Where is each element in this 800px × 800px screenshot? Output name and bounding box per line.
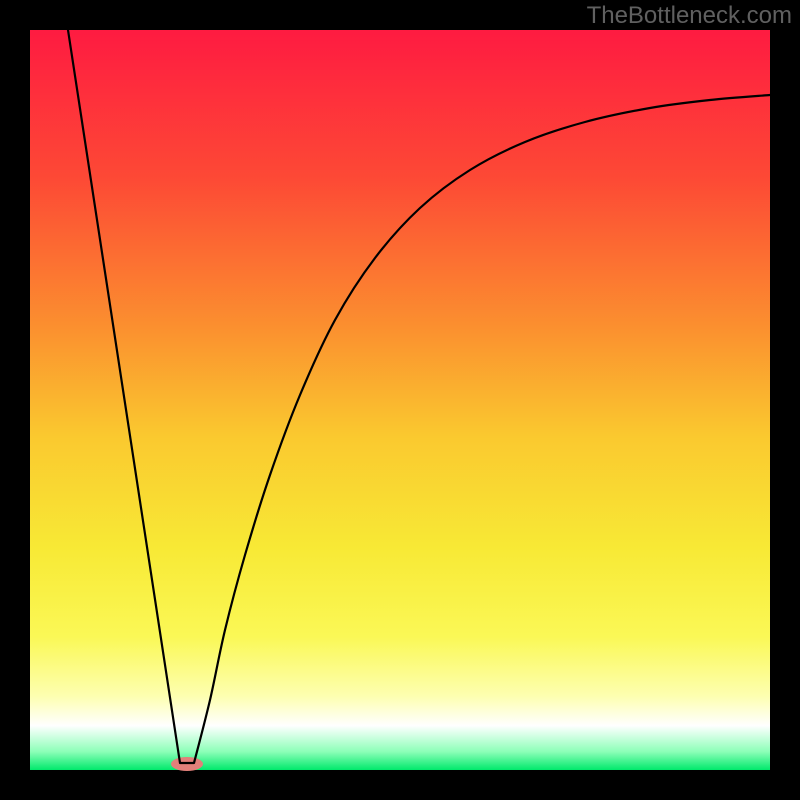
chart-plot-area <box>30 30 770 770</box>
bottleneck-curve-chart <box>0 0 800 800</box>
watermark-text: TheBottleneck.com <box>587 2 792 30</box>
bottleneck-chart-frame: TheBottleneck.com <box>0 0 800 800</box>
